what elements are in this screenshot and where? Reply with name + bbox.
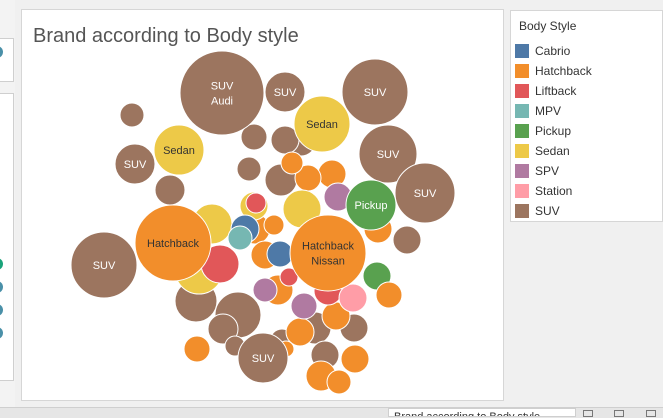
legend-label: Pickup (535, 124, 572, 138)
bubble-suv[interactable] (240, 123, 268, 151)
sidebar-panel-filters (0, 93, 14, 381)
legend-label: SPV (535, 164, 560, 178)
bubble-label: SUV (211, 81, 234, 93)
legend-label: MPV (535, 104, 562, 118)
bubble-suv[interactable] (236, 156, 262, 182)
bubble-sedan-labeled[interactable] (293, 95, 351, 153)
bubble-hatchback[interactable] (280, 151, 304, 175)
bubble-label: SUV (93, 260, 116, 272)
bubble-suv[interactable] (207, 313, 239, 345)
bubble-label: Sedan (306, 119, 338, 131)
legend-panel: Body Style Cabrio Hatchback Liftback MPV Pic… (510, 10, 663, 222)
legend-title: Body Style (519, 19, 577, 33)
sidebar-dot-icon[interactable] (0, 327, 3, 339)
bubble-liftback[interactable] (245, 192, 267, 214)
bubble-hatchback[interactable] (340, 344, 370, 374)
legend-label: Liftback (535, 84, 577, 98)
bubble-suv-labeled[interactable] (237, 332, 289, 384)
bubble-label: Sedan (163, 145, 195, 157)
sidebar-dot-icon[interactable] (0, 258, 3, 270)
bubble-hatchback[interactable] (263, 214, 285, 236)
sidebar-dot-icon[interactable] (0, 46, 3, 58)
sidebar-dot-icon[interactable] (0, 304, 3, 316)
legend-swatch (515, 64, 529, 78)
new-sheet-icon[interactable] (583, 410, 593, 417)
bubble-spv[interactable] (252, 277, 278, 303)
bubble-label: Audi (211, 96, 233, 108)
legend-swatch (515, 84, 529, 98)
bubble-sedan-labeled[interactable] (153, 124, 205, 176)
legend-swatch (515, 144, 529, 158)
legend-swatch (515, 184, 529, 198)
bubble-suv-labeled[interactable] (394, 162, 456, 224)
bubble-suv-labeled[interactable] (264, 71, 306, 113)
legend-label: Hatchback (535, 64, 592, 78)
bottom-bar (0, 407, 663, 418)
bubble-hatchback-labeled[interactable] (289, 214, 367, 292)
bubble-label: SUV (364, 87, 387, 99)
bubble-station[interactable] (338, 283, 368, 313)
legend-item[interactable]: MPV (515, 103, 561, 119)
bubble-suv-labeled[interactable] (179, 50, 265, 136)
bubble-suv-labeled[interactable] (341, 58, 409, 126)
bubble-label: SUV (274, 87, 297, 99)
legend-item[interactable]: Pickup (515, 123, 571, 139)
bubble-suv-labeled[interactable] (114, 143, 156, 185)
legend-label: SUV (535, 204, 560, 218)
bubble-suv[interactable] (119, 102, 145, 128)
bubble-chart: SUV Audi SUV SUV Sedan Sedan SUV SUV SUV Pickup Ha… (70, 50, 456, 395)
bubble-label: Nissan (311, 256, 345, 268)
sheet-tab[interactable]: Brand according to Body style (388, 408, 576, 417)
sidebar-panel-top (0, 38, 14, 82)
bubble-suv[interactable] (392, 225, 422, 255)
new-dashboard-icon[interactable] (614, 410, 624, 417)
sidebar-dot-icon[interactable] (0, 281, 3, 293)
bubble-mpv[interactable] (227, 225, 253, 251)
bubble-label: Hatchback (302, 241, 354, 253)
legend-swatch (515, 44, 529, 58)
legend-item[interactable]: Sedan (515, 143, 570, 159)
legend-item[interactable]: Station (515, 183, 572, 199)
legend-item[interactable]: Hatchback (515, 63, 592, 79)
bubble-label: Hatchback (147, 238, 199, 250)
legend-item[interactable]: Liftback (515, 83, 576, 99)
left-sidebar (0, 0, 15, 417)
chart-title: Brand according to Body style (33, 25, 299, 47)
bubble-suv-labeled[interactable] (70, 231, 138, 299)
new-story-icon[interactable] (646, 410, 656, 417)
bubble-spv[interactable] (290, 292, 318, 320)
chart-panel: SUV Audi SUV SUV Sedan Sedan SUV SUV SUV Pickup Ha… (21, 9, 504, 401)
bubble-label: SUV (414, 188, 437, 200)
bubble-label: SUV (377, 149, 400, 161)
legend-swatch (515, 104, 529, 118)
bubble-label: Pickup (354, 200, 387, 212)
legend-swatch (515, 124, 529, 138)
bubble-cabrio[interactable] (266, 240, 294, 268)
bubble-hatchback-labeled[interactable] (134, 204, 212, 282)
legend-item[interactable]: SPV (515, 163, 559, 179)
legend-label: Sedan (535, 144, 570, 158)
bubble-suv-labeled[interactable] (358, 124, 418, 184)
sheet-tab-label: Brand according to Body style (394, 411, 541, 417)
bubble-pickup-labeled[interactable] (345, 179, 397, 231)
bubble-label: SUV (252, 353, 275, 365)
bubble-hatchback[interactable] (183, 335, 211, 363)
bubble-label: SUV (124, 159, 147, 171)
bubble-hatchback[interactable] (375, 281, 403, 309)
legend-swatch (515, 204, 529, 218)
legend-item[interactable]: SUV (515, 203, 560, 219)
legend-item[interactable]: Cabrio (515, 43, 570, 59)
legend-label: Cabrio (535, 44, 571, 58)
bubble-hatchback[interactable] (326, 369, 352, 395)
legend-label: Station (535, 184, 573, 198)
bubble-suv[interactable] (154, 174, 186, 206)
legend-swatch (515, 164, 529, 178)
